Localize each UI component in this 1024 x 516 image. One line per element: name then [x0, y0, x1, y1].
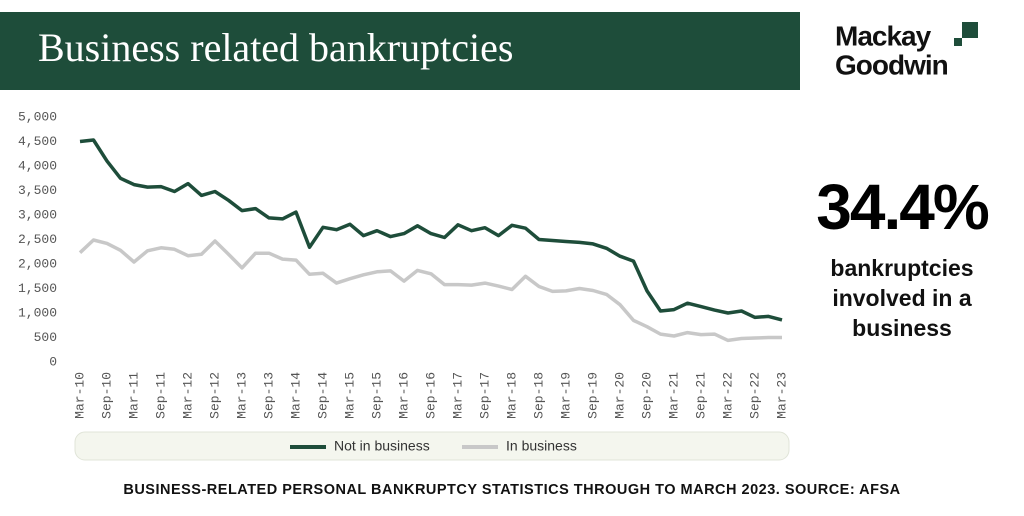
stat-text: business	[852, 315, 952, 341]
legend-label: Not in business	[334, 438, 430, 454]
x-tick-label: Mar-14	[288, 372, 303, 419]
x-tick-label: Sep-19	[585, 372, 600, 419]
x-tick-label: Sep-22	[747, 372, 762, 419]
x-tick-label: Sep-20	[639, 372, 654, 419]
x-tick-label: Sep-10	[99, 372, 114, 419]
caption: BUSINESS-RELATED PERSONAL BANKRUPTCY STA…	[123, 482, 900, 498]
x-tick-label: Mar-23	[774, 372, 789, 419]
y-tick-label: 5,000	[18, 109, 57, 124]
x-tick-label: Mar-10	[72, 372, 87, 419]
x-tick-label: Mar-20	[612, 372, 627, 419]
stat-value: 34.4%	[816, 171, 989, 243]
x-tick-label: Mar-19	[558, 372, 573, 419]
x-tick-label: Sep-21	[693, 372, 708, 419]
y-tick-label: 3,500	[18, 183, 57, 198]
y-tick-label: 2,500	[18, 232, 57, 247]
x-tick-label: Mar-21	[666, 372, 681, 419]
y-tick-label: 3,000	[18, 207, 57, 222]
y-tick-label: 4,000	[18, 158, 57, 173]
y-tick-label: 2,000	[18, 256, 57, 271]
y-tick-label: 1,500	[18, 281, 57, 296]
x-tick-label: Sep-13	[261, 372, 276, 419]
x-tick-label: Sep-18	[531, 372, 546, 419]
x-tick-label: Sep-15	[369, 372, 384, 419]
logo-text: Mackay	[835, 20, 932, 51]
logo-text: Goodwin	[835, 49, 948, 80]
x-tick-label: Mar-18	[504, 372, 519, 419]
x-tick-label: Sep-14	[315, 372, 330, 419]
x-tick-label: Sep-17	[477, 372, 492, 419]
x-tick-label: Mar-12	[180, 372, 195, 419]
series-line	[79, 138, 783, 322]
chart-title: Business related bankruptcies	[38, 25, 513, 70]
logo-icon	[954, 22, 978, 46]
y-tick-label: 0	[49, 354, 57, 369]
x-tick-label: Sep-11	[153, 372, 168, 419]
x-tick-label: Sep-16	[423, 372, 438, 419]
legend-label: In business	[506, 438, 577, 454]
x-tick-label: Mar-22	[720, 372, 735, 419]
y-tick-label: 500	[34, 330, 57, 345]
series-line	[78, 238, 782, 343]
y-tick-label: 4,500	[18, 134, 57, 149]
title-banner	[0, 12, 800, 90]
x-tick-label: Sep-12	[207, 372, 222, 419]
x-tick-label: Mar-11	[126, 372, 141, 419]
legend-box	[74, 431, 790, 461]
x-tick-label: Mar-15	[342, 372, 357, 419]
y-tick-label: 1,000	[18, 305, 57, 320]
x-tick-label: Mar-16	[396, 372, 411, 419]
x-tick-label: Mar-13	[234, 372, 249, 419]
x-tick-label: Mar-17	[450, 372, 465, 419]
stat-text: involved in a	[832, 285, 972, 311]
stat-text: bankruptcies	[830, 255, 973, 281]
